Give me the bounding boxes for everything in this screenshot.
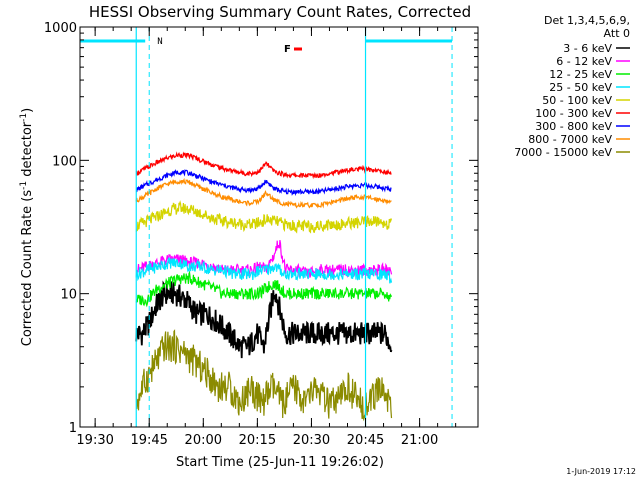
x-tick-label: 19:30 [76,433,113,448]
y-tick-label: 10 [60,288,77,303]
series-line-12-25-kev [135,270,393,308]
y-tick-label: 1000 [44,21,77,36]
series-line-7000-15000-kev [135,329,393,422]
x-tick-label: 20:15 [239,433,276,448]
legend-label: 12 - 25 keV [549,68,612,81]
x-tick-label: 20:45 [347,433,384,448]
x-tick-label: 20:30 [293,433,330,448]
series-line-300-800-kev [136,169,392,197]
legend-label: 6 - 12 keV [556,55,612,68]
axes-frame [79,26,479,428]
x-tick-label: 21:00 [401,433,438,448]
y-axis-label: Corrected Count Rate (s-1 detector-1) [19,108,35,346]
series-line-100-300-kev [135,151,392,180]
x-tick-label: 20:00 [185,433,222,448]
chart-title: HESSI Observing Summary Count Rates, Cor… [89,3,471,21]
legend-label: 3 - 6 keV [563,42,612,55]
series-line-800-7000-kev [135,177,392,209]
series-line-25-50-kev [135,257,393,284]
y-tick-label: 1 [69,421,77,436]
legend-label: 800 - 7000 keV [528,133,612,146]
legend-label: 50 - 100 keV [542,94,612,107]
legend-label: 100 - 300 keV [535,107,612,120]
y-tick-label: 100 [52,154,77,169]
flare-label: F [284,44,291,55]
flag-marker-label: N [157,37,162,47]
footer-timestamp: 1-Jun-2019 17:12 [566,467,636,476]
series-line-3-6-kev [135,280,393,359]
legend-label: 25 - 50 keV [549,81,612,94]
x-axis-label: Start Time (25-Jun-11 19:26:02) [176,455,384,470]
series-line-6-12-kev [135,239,393,279]
plot-area: NF [80,27,453,427]
x-tick-label: 19:45 [130,433,167,448]
legend-header-line-1: Det 1,3,4,5,6,9, [544,14,630,27]
legend-header-line-2: Att 0 [604,27,630,40]
legend-label: 300 - 800 keV [535,120,612,133]
legend-label: 7000 - 15000 keV [514,146,612,159]
series-line-50-100-kev [135,200,393,234]
axes: 1 10 100 1000 19:30 19:45 20:00 20:15 20:30 20:45… [44,21,479,448]
